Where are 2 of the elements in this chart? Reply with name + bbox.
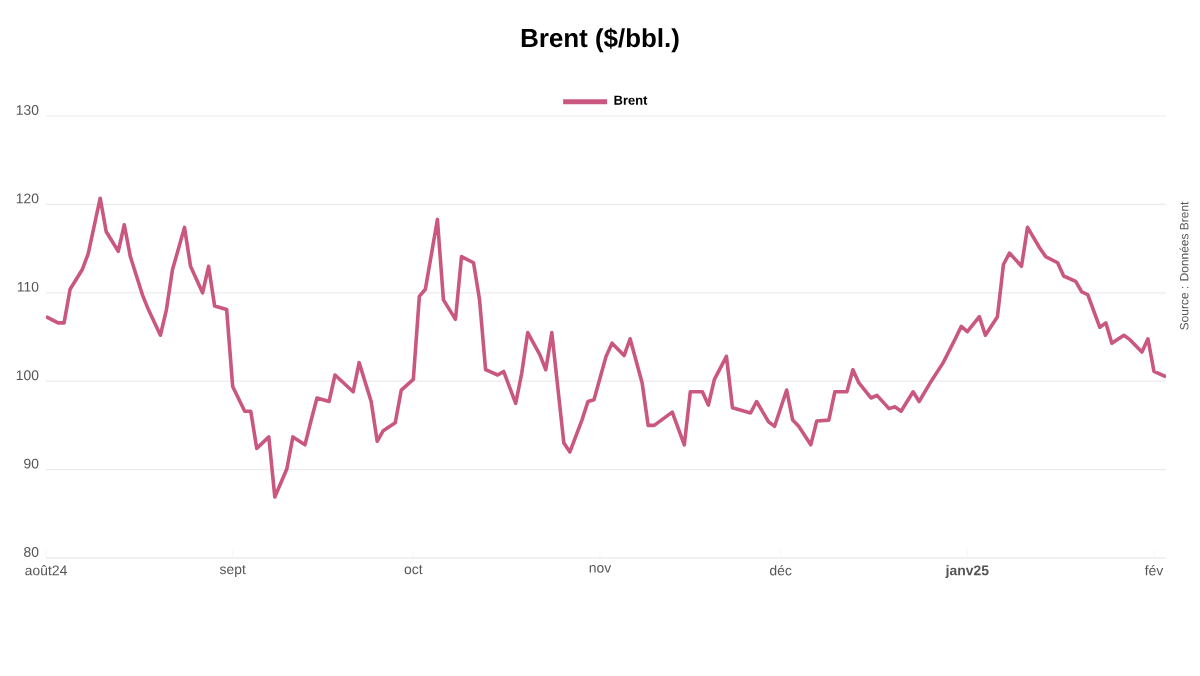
line-series bbox=[46, 196, 1167, 499]
chart-title: Brent ($/bbl.) bbox=[521, 27, 679, 53]
